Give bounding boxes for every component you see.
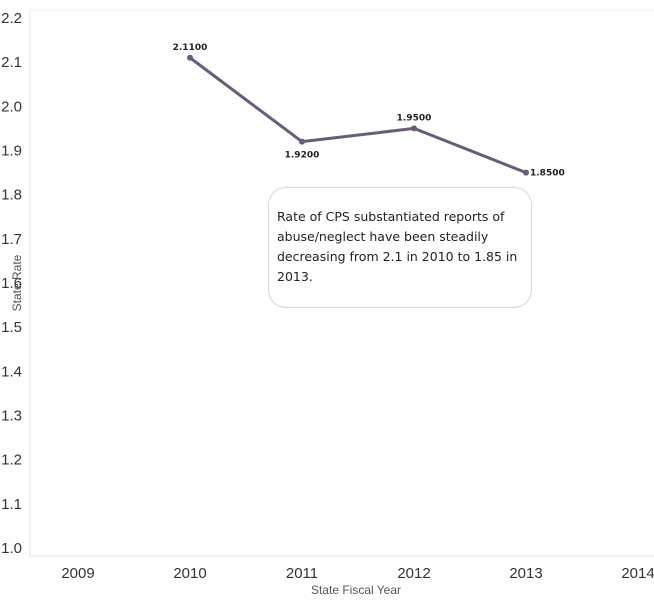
data-label: 1.9500 — [397, 113, 432, 123]
y-tick-label: 1.4 — [1, 363, 22, 380]
series-line — [188, 56, 528, 175]
annotation-text: Rate of CPS substantiated reports of abu… — [277, 209, 518, 284]
x-axis-ticks: 2009 2010 2011 2012 2013 2014 — [61, 565, 654, 582]
data-label: 2.1100 — [173, 43, 208, 53]
data-point — [411, 125, 417, 132]
y-tick-label: 1.5 — [1, 319, 22, 336]
data-point — [187, 54, 193, 61]
y-tick-label: 1.0 — [1, 540, 22, 557]
annotation-callout: Rate of CPS substantiated reports of abu… — [268, 187, 532, 308]
y-tick-label: 2.2 — [1, 10, 22, 27]
y-tick-label: 2.1 — [1, 54, 22, 71]
x-tick-label: 2012 — [397, 565, 430, 582]
y-tick-label: 2.0 — [1, 98, 22, 115]
data-label: 1.8500 — [530, 169, 565, 179]
y-tick-label: 1.9 — [1, 143, 22, 160]
y-axis-title: State Rate — [10, 254, 24, 311]
y-tick-label: 1.8 — [1, 187, 22, 204]
data-point — [523, 169, 529, 176]
y-axis-ticks: 1.0 1.1 1.2 1.3 1.4 1.5 1.6 1.7 1.8 1.9 2.0 2.1 2.2 — [1, 10, 22, 557]
x-tick-label: 2011 — [286, 565, 318, 582]
x-tick-label: 2014 — [621, 565, 654, 582]
x-axis-title: State Fiscal Year — [311, 583, 401, 597]
x-tick-label: 2013 — [509, 565, 542, 582]
y-tick-label: 1.2 — [1, 452, 22, 469]
y-tick-label: 1.1 — [1, 496, 22, 513]
y-tick-label: 1.7 — [1, 231, 22, 248]
data-label: 1.9200 — [285, 151, 320, 161]
x-tick-label: 2010 — [173, 565, 206, 582]
x-tick-label: 2009 — [61, 565, 94, 582]
data-point — [299, 138, 305, 145]
series-layer: 2.1100 1.9200 1.9500 1.8500 — [173, 43, 565, 179]
y-tick-label: 1.3 — [1, 408, 22, 425]
y-tick-label: 1.6 — [1, 275, 22, 292]
